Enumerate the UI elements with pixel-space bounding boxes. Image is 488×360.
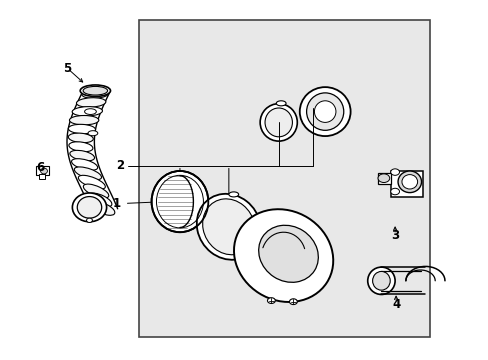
Ellipse shape [69, 116, 99, 125]
Ellipse shape [76, 98, 106, 107]
Ellipse shape [70, 150, 94, 161]
Ellipse shape [68, 124, 95, 134]
Ellipse shape [314, 101, 335, 122]
Ellipse shape [390, 169, 399, 175]
Ellipse shape [81, 89, 109, 98]
Ellipse shape [88, 131, 98, 136]
Ellipse shape [80, 85, 110, 96]
Ellipse shape [41, 168, 47, 174]
Ellipse shape [267, 298, 275, 303]
Ellipse shape [397, 171, 421, 193]
Ellipse shape [258, 225, 318, 282]
Ellipse shape [83, 184, 108, 198]
Ellipse shape [196, 194, 261, 260]
Ellipse shape [289, 299, 297, 305]
Ellipse shape [276, 101, 285, 106]
Bar [39, 174, 45, 179]
Ellipse shape [72, 107, 102, 116]
Ellipse shape [264, 108, 292, 137]
Ellipse shape [372, 271, 389, 290]
Text: 3: 3 [390, 229, 398, 242]
Text: 2: 2 [116, 159, 123, 172]
Ellipse shape [367, 267, 394, 294]
Ellipse shape [202, 199, 255, 255]
Text: 4: 4 [391, 298, 399, 311]
Text: 5: 5 [63, 62, 71, 75]
Text: 1: 1 [112, 197, 120, 210]
Ellipse shape [234, 209, 332, 302]
Ellipse shape [228, 192, 238, 197]
Bar [377, 173, 390, 184]
Ellipse shape [74, 167, 102, 180]
Ellipse shape [88, 193, 112, 207]
Ellipse shape [69, 142, 93, 152]
Ellipse shape [299, 87, 350, 136]
Ellipse shape [77, 197, 102, 218]
Bar [390, 171, 422, 197]
Ellipse shape [377, 174, 389, 183]
Bar [139, 20, 429, 337]
Ellipse shape [83, 86, 107, 95]
Ellipse shape [93, 202, 115, 215]
Ellipse shape [68, 133, 93, 143]
Ellipse shape [151, 171, 208, 232]
Ellipse shape [84, 109, 96, 114]
Ellipse shape [401, 175, 417, 189]
Ellipse shape [260, 104, 297, 141]
Ellipse shape [306, 93, 343, 130]
Bar [36, 166, 49, 175]
Ellipse shape [86, 218, 92, 222]
Ellipse shape [78, 175, 105, 189]
Ellipse shape [72, 193, 106, 222]
Ellipse shape [390, 188, 399, 195]
Ellipse shape [71, 159, 98, 170]
Text: 6: 6 [36, 161, 44, 174]
